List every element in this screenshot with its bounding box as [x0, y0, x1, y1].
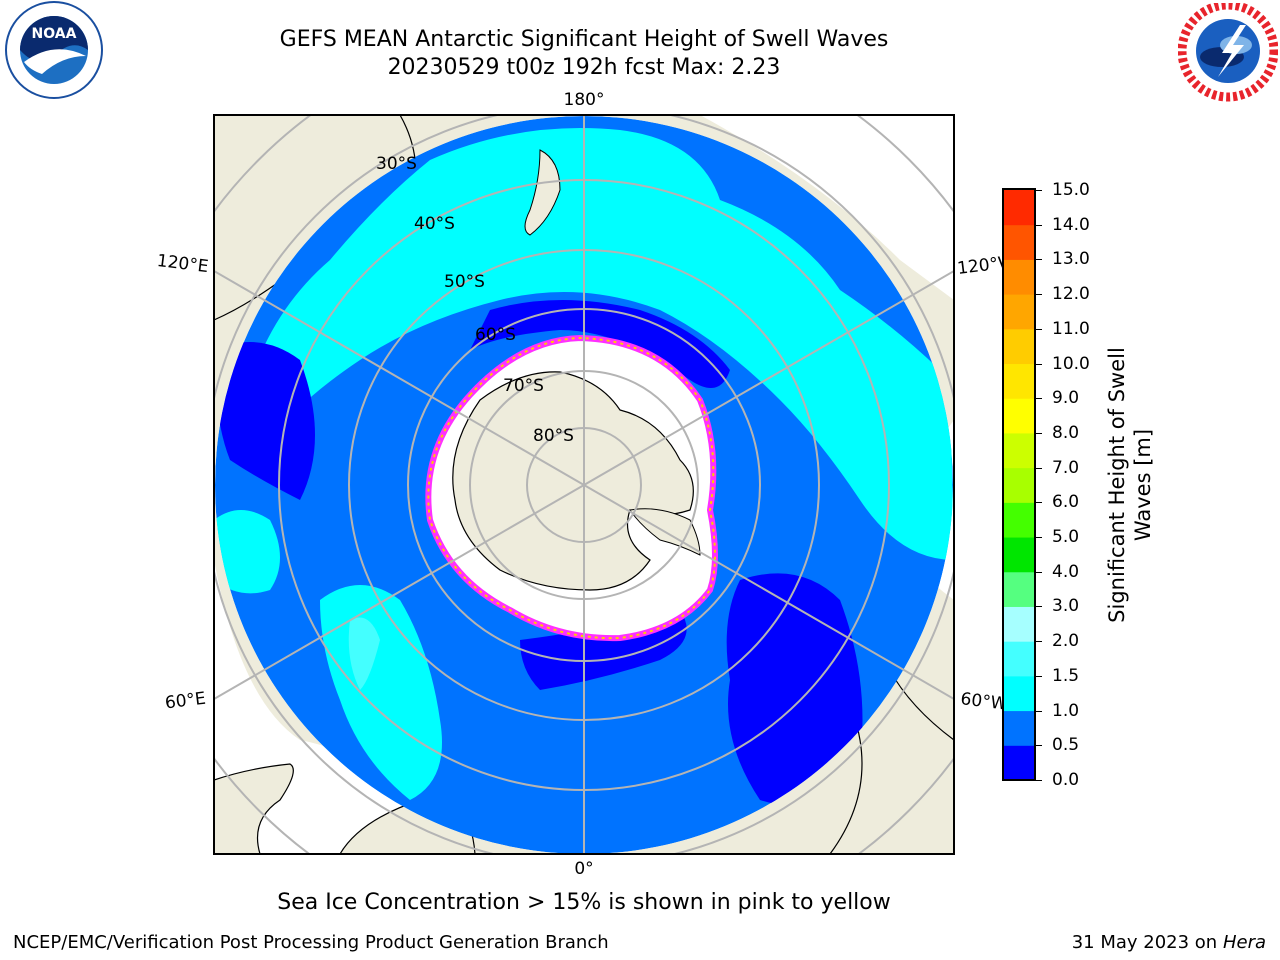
colorbar-tick-label: 6.0: [1052, 492, 1080, 513]
date-stamp: 31 May 2023 on Hera: [1071, 932, 1266, 953]
credit-line: NCEP/EMC/Verification Post Processing Pr…: [13, 932, 609, 953]
lat-label-40s: 40°S: [414, 214, 455, 234]
colorbar-tick-label: 2.0: [1052, 631, 1080, 652]
lon-label-120e: 120°E: [156, 251, 210, 277]
lat-label-60s: 60°S: [475, 325, 516, 345]
lon-label-0: 0°: [574, 859, 593, 879]
colorbar-tick-mark: [1036, 224, 1042, 226]
colorbar-tick-label: 0.0: [1052, 770, 1080, 790]
colorbar-tick-label: 9.0: [1052, 388, 1080, 409]
colorbar-tick-label: 7.0: [1052, 457, 1080, 478]
colorbar-tick-label: 11.0: [1052, 318, 1090, 339]
map-title: GEFS MEAN Antarctic Significant Height o…: [279, 27, 889, 52]
colorbar-tick-mark: [1036, 467, 1042, 469]
swell-band-0-to-0-5-east: [726, 573, 863, 805]
colorbar-tick-label: 5.0: [1052, 527, 1080, 548]
colorbar-swatch: [1004, 328, 1034, 365]
lat-label-30s: 30°S: [376, 154, 417, 174]
colorbar-swatch: [1004, 432, 1034, 469]
new-zealand: [524, 149, 561, 236]
lat-label-50s: 50°S: [444, 272, 485, 292]
colorbar-swatch: [1004, 502, 1034, 538]
colorbar-tick-mark: [1036, 294, 1042, 296]
colorbar-tick-mark: [1036, 641, 1042, 643]
colorbar-swatch: [1004, 675, 1034, 712]
colorbar-swatch: [1004, 398, 1034, 434]
colorbar-swatch: [1004, 745, 1034, 781]
colorbar-swatch: [1004, 467, 1034, 503]
lon-label-180: 180°: [564, 90, 605, 110]
colorbar-swatch: [1004, 363, 1034, 399]
lat-label-80s: 80°S: [533, 426, 574, 446]
colorbar-tick-label: 4.0: [1052, 561, 1080, 582]
colorbar-swatch: [1004, 571, 1034, 607]
colorbar-tick-label: 0.5: [1052, 735, 1080, 756]
noaa-logo: NOAA: [5, 1, 103, 99]
sea-upper-right: [700, 115, 954, 300]
noaa-logo-text: NOAA: [32, 26, 77, 42]
colorbar-label: Significant Height of Swell Waves [m]: [1105, 347, 1155, 623]
colorbar-tick-label: 1.0: [1052, 700, 1080, 721]
colorbar-swatch: [1004, 710, 1034, 746]
colorbar-tick-mark: [1036, 675, 1042, 677]
colorbar-swatch: [1004, 537, 1034, 573]
colorbar-swatch: [1004, 224, 1034, 260]
colorbar-tick-mark: [1036, 328, 1042, 330]
antarctica: [452, 371, 694, 591]
longitude-grid: [214, 115, 954, 854]
colorbar-tick-mark: [1036, 745, 1042, 747]
colorbar-tick-label: 15.0: [1052, 180, 1090, 200]
lat-label-70s: 70°S: [503, 376, 544, 396]
madagascar: [214, 763, 294, 854]
colorbar-tick-mark: [1036, 190, 1042, 191]
swell-band-1-0-to-1-5-north: [240, 128, 953, 560]
colorbar-tick-label: 14.0: [1052, 214, 1090, 235]
colorbar-tick-label: 3.0: [1052, 596, 1080, 617]
colorbar-swatch: [1004, 259, 1034, 295]
map-frame: [213, 114, 955, 855]
colorbar: [1002, 188, 1036, 781]
colorbar-swatch: [1004, 606, 1034, 642]
colorbar-tick-mark: [1036, 432, 1042, 434]
colorbar-swatch: [1004, 294, 1034, 330]
colorbar-tick-label: 13.0: [1052, 249, 1090, 270]
colorbar-tick-label: 10.0: [1052, 353, 1090, 374]
colorbar-tick-mark: [1036, 398, 1042, 400]
swell-band-0-to-0-5-west: [215, 342, 315, 500]
colorbar-swatch: [1004, 190, 1034, 226]
colorbar-tick-mark: [1036, 710, 1042, 712]
colorbar-tick-mark: [1036, 606, 1042, 608]
sea-ice-note: Sea Ice Concentration > 15% is shown in …: [277, 890, 891, 915]
colorbar-tick-label: 8.0: [1052, 422, 1080, 443]
colorbar-tick-mark: [1036, 502, 1042, 504]
colorbar-tick-mark: [1036, 537, 1042, 539]
nws-logo: [1178, 3, 1278, 102]
machine-name: Hera: [1222, 932, 1266, 953]
colorbar-tick-mark: [1036, 780, 1042, 781]
colorbar-swatch: [1004, 641, 1034, 677]
colorbar-tick-mark: [1036, 363, 1042, 365]
colorbar-tick-label: 12.0: [1052, 284, 1090, 305]
map-subtitle: 20230529 t00z 192h fcst Max: 2.23: [387, 55, 781, 80]
colorbar-tick-label: 1.5: [1052, 665, 1080, 686]
colorbar-tick-mark: [1036, 259, 1042, 261]
lon-label-60e: 60°E: [164, 689, 207, 714]
colorbar-tick-mark: [1036, 571, 1042, 573]
